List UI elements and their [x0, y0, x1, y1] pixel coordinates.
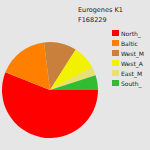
legend-label: Baltic [121, 40, 138, 47]
legend-swatch [112, 40, 119, 46]
legend-swatch [112, 80, 119, 86]
slice [5, 42, 50, 90]
legend: North_ Baltic West_M West_A East_M South_ [112, 30, 144, 88]
legend-label: South_ [121, 80, 142, 88]
legend-swatch [112, 70, 119, 76]
legend-label: East_M [121, 70, 142, 78]
title: Eurogenes K1 [78, 6, 123, 14]
subtitle: F168229 [78, 16, 107, 24]
pie [2, 42, 98, 138]
background [0, 0, 150, 150]
legend-swatch [112, 30, 119, 36]
legend-swatch [112, 50, 119, 56]
slice [50, 75, 98, 90]
legend-swatch [112, 60, 119, 66]
legend-label: West_M [121, 50, 144, 58]
legend-label: West_A [121, 60, 144, 68]
chart: Eurogenes K1 F168229 North_ Baltic West_M Wes… [0, 0, 150, 150]
legend-label: North_ [121, 30, 142, 38]
